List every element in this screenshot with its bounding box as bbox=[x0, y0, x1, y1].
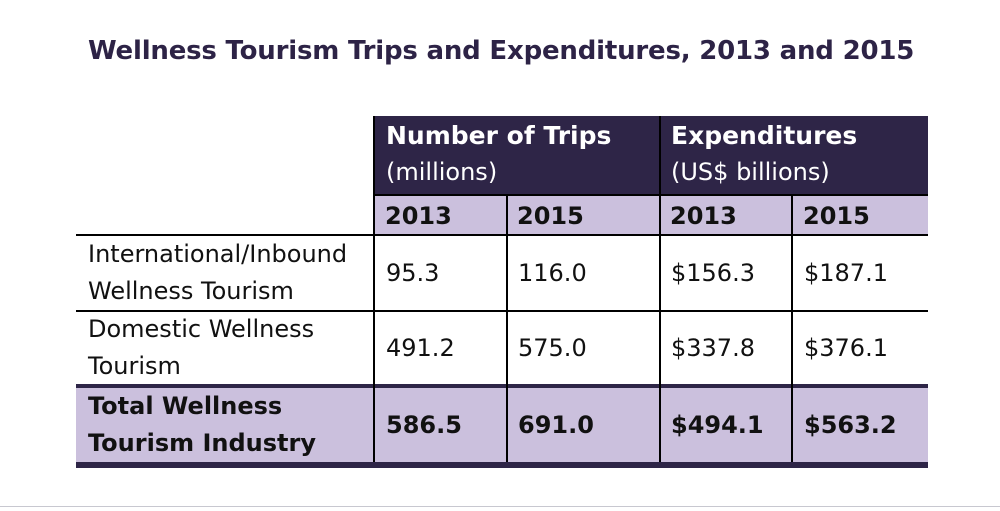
rule-total-top bbox=[76, 384, 928, 388]
rule-total-bottom bbox=[76, 462, 928, 468]
cell-intl-trips-2015: 116.0 bbox=[518, 259, 587, 287]
cell-domestic-trips-2015: 575.0 bbox=[518, 334, 587, 362]
row-label-total: Total Wellness Tourism Industry bbox=[76, 388, 375, 462]
rule-col-exp-mid bbox=[791, 194, 793, 462]
cell-domestic-exp-2013: $337.8 bbox=[671, 334, 755, 362]
cell-intl-trips-2013: 95.3 bbox=[386, 259, 440, 287]
row-label-international-line2: Wellness Tourism bbox=[88, 277, 294, 305]
row-label-domestic: Domestic Wellness Tourism bbox=[76, 312, 375, 384]
cell-domestic-trips-2013: 491.2 bbox=[386, 334, 455, 362]
rule-header-bottom bbox=[76, 234, 928, 236]
cell-domestic-exp-2015: $376.1 bbox=[804, 334, 888, 362]
cell-total-exp-2015: $563.2 bbox=[793, 388, 928, 462]
row-label-total-line2: Tourism Industry bbox=[88, 429, 316, 457]
header-expenditures: Expenditures (US$ billions) bbox=[660, 116, 928, 194]
header-trips: Number of Trips (millions) bbox=[375, 116, 660, 194]
rule-col-left bbox=[373, 116, 375, 462]
header-trips-title: Number of Trips bbox=[386, 121, 612, 150]
rule-col-trips-mid bbox=[506, 194, 508, 462]
header-trips-unit: (millions) bbox=[386, 158, 498, 186]
row-label-international-line1: International/Inbound bbox=[88, 240, 348, 268]
page-title: Wellness Tourism Trips and Expenditures,… bbox=[88, 36, 915, 66]
row-label-domestic-line2: Tourism bbox=[88, 352, 181, 380]
cell-intl-exp-2015: $187.1 bbox=[804, 259, 888, 287]
year-header-trips-2015: 2015 bbox=[507, 196, 660, 236]
cell-total-trips-2013: 586.5 bbox=[375, 388, 507, 462]
year-header-exp-2015: 2015 bbox=[793, 196, 928, 236]
row-label-domestic-line1: Domestic Wellness bbox=[88, 315, 315, 343]
rule-year-top bbox=[375, 194, 928, 196]
row-label-total-line1: Total Wellness bbox=[88, 392, 283, 420]
cell-total-exp-2013: $494.1 bbox=[660, 388, 793, 462]
cell-intl-exp-2013: $156.3 bbox=[671, 259, 755, 287]
rule-row1-bottom bbox=[76, 310, 928, 312]
row-label-international: International/Inbound Wellness Tourism bbox=[76, 236, 375, 310]
header-expenditures-title: Expenditures bbox=[671, 121, 858, 150]
rule-col-group bbox=[659, 116, 661, 462]
header-expenditures-unit: (US$ billions) bbox=[671, 158, 830, 186]
page-bottom-rule bbox=[0, 506, 1000, 507]
cell-total-trips-2015: 691.0 bbox=[507, 388, 660, 462]
year-header-exp-2013: 2013 bbox=[660, 196, 793, 236]
year-header-trips-2013: 2013 bbox=[375, 196, 507, 236]
